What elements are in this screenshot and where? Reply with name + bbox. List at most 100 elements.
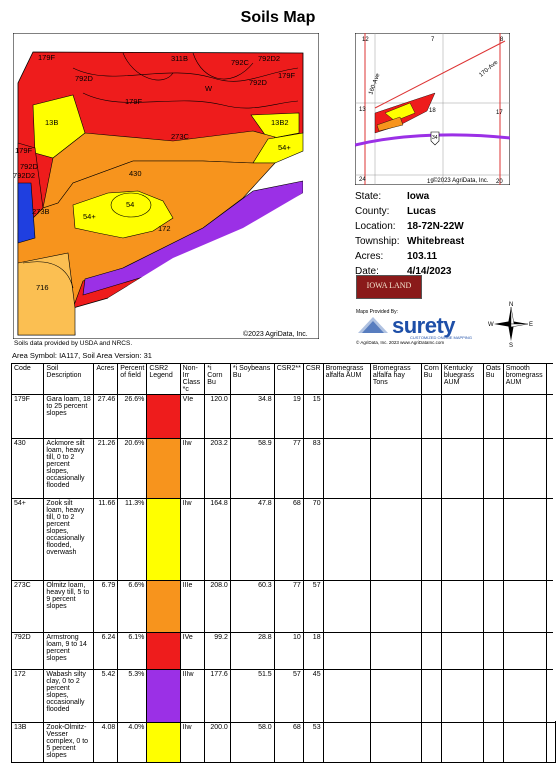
map-label-430: 430 — [129, 169, 142, 178]
col-header: Smooth bromegrass AUM — [502, 363, 547, 395]
cell-csr: 83 — [302, 438, 324, 499]
cell-acres: 4.08 — [93, 722, 119, 763]
cell-empty — [369, 438, 422, 499]
cell-csr2: 68 — [273, 498, 304, 581]
info-label: State: — [355, 191, 382, 202]
soil-zone-54plus-right — [252, 132, 304, 164]
cell-empty — [502, 498, 547, 581]
info-value: Lucas — [407, 206, 436, 217]
loc-label-24: 24 — [359, 177, 366, 183]
cell-empty — [420, 669, 442, 723]
cell-empty — [440, 498, 484, 581]
cell-empty — [482, 580, 504, 633]
page-title: Soils Map — [240, 9, 316, 26]
map-label-792d-b: 792D — [249, 78, 268, 87]
cell-empty — [440, 394, 484, 439]
col-header: Bromegrass alfalfa hay Tons — [369, 363, 422, 395]
map-label-792d2: 792D2 — [258, 54, 280, 63]
cell-empty — [369, 632, 422, 670]
table-row: 430 Ackmore silt loam, heavy till, 0 to 2… — [10, 438, 556, 499]
highway-shield-icon — [430, 131, 440, 146]
cell-swatch — [146, 438, 181, 499]
col-header: *i Soybeans Bu — [229, 363, 275, 395]
cell-empty — [502, 632, 547, 670]
cell-empty — [369, 498, 422, 581]
cell-desc: Zook-Olmitz-Vesser complex, 0 to 5 perce… — [43, 722, 95, 763]
info-label: Acres: — [355, 251, 384, 262]
info-value: 4/14/2023 — [407, 266, 452, 277]
loc-label-12: 12 — [362, 37, 369, 43]
cell-corn: 120.0 — [204, 394, 231, 439]
map-label-792d2-b: 792D2 — [13, 171, 35, 180]
cell-desc: Gara loam, 18 to 25 percent slopes — [43, 394, 95, 439]
map-label-311b: 311B — [171, 54, 188, 63]
cell-empty — [545, 722, 556, 763]
cell-cls: IIw — [179, 722, 206, 763]
soils-map[interactable]: 179F 792D 179F 311B 792C W 792D 179F 792… — [13, 33, 319, 339]
cell-csr: 15 — [302, 394, 324, 439]
table-row: 792D Armstrong loam, 9 to 14 percent slop… — [10, 632, 556, 670]
info-label: Date: — [355, 266, 379, 277]
table-row: 273C Olmitz loam, heavy till, 5 to 9 perc… — [10, 580, 556, 633]
loc-label-19: 19 — [427, 179, 434, 185]
cell-pct: 6.1% — [117, 632, 148, 670]
map-label-716: 716 — [36, 283, 49, 292]
cell-empty — [482, 632, 504, 670]
cell-corn: 99.2 — [204, 632, 231, 670]
col-header: CSR2 Legend — [146, 363, 181, 395]
location-map[interactable]: 12 7 8 13 18 17 24 19 20 160-Ave 170-Ave… — [355, 33, 510, 185]
col-header: CSR2** — [273, 363, 304, 395]
cell-swatch — [146, 669, 181, 723]
cell-corn: 164.8 — [204, 498, 231, 581]
cell-empty — [322, 438, 371, 499]
cell-empty — [440, 438, 484, 499]
loc-label-8: 8 — [500, 37, 504, 43]
compass-w: W — [488, 322, 494, 328]
cell-soy: 28.8 — [229, 632, 275, 670]
cell-code: 179F — [10, 394, 45, 439]
cell-csr2: 10 — [273, 632, 304, 670]
cell-desc: Ackmore silt loam, heavy till, 0 to 2 pe… — [43, 438, 95, 499]
surety-logo: surety — [392, 313, 456, 338]
col-header: CSR — [302, 363, 324, 395]
table-header-row: Code Soil Description Acres Percent of f… — [10, 363, 556, 395]
info-value: 18-72N-22W — [407, 221, 464, 232]
cell-desc: Armstrong loam, 9 to 14 percent slopes — [43, 632, 95, 670]
col-header: *i Corn Bu — [204, 363, 231, 395]
cell-empty — [420, 632, 442, 670]
info-label: Location: — [355, 221, 396, 232]
cell-empty — [502, 722, 547, 763]
loc-label-17: 17 — [496, 110, 503, 116]
cell-empty — [482, 498, 504, 581]
col-header: Oats Bu — [482, 363, 504, 395]
cell-csr2: 19 — [273, 394, 304, 439]
cell-acres: 21.26 — [93, 438, 119, 499]
map-label-179f-d: 179F — [15, 146, 33, 155]
loc-map-copyright: ©2023 AgriData, Inc. — [433, 177, 489, 184]
cell-cls: IIw — [179, 438, 206, 499]
cell-corn: 208.0 — [204, 580, 231, 633]
cell-soy: 58.9 — [229, 438, 275, 499]
col-header: Acres — [93, 363, 119, 395]
info-value: Whitebreast — [407, 236, 465, 247]
cell-csr2: 57 — [273, 669, 304, 723]
surety-emblem-icon — [356, 315, 390, 337]
map-label-54: 54 — [126, 200, 134, 209]
map-label-179f-c: 179F — [278, 71, 296, 80]
cell-csr: 70 — [302, 498, 324, 581]
cell-empty — [482, 438, 504, 499]
map-label-273c: 273C — [171, 132, 190, 141]
cell-empty — [322, 394, 371, 439]
cell-swatch — [146, 722, 181, 763]
cell-empty — [420, 438, 442, 499]
soil-zone-water — [17, 182, 36, 244]
info-label: Township: — [355, 236, 400, 247]
cell-acres: 11.66 — [93, 498, 119, 581]
cell-cls: IIIw — [179, 669, 206, 723]
cell-empty — [420, 394, 442, 439]
col-header: Kentucky bluegrass AUM — [440, 363, 484, 395]
cell-empty — [502, 394, 547, 439]
cell-csr: 53 — [302, 722, 324, 763]
cell-desc: Olmitz loam, heavy till, 5 to 9 percent … — [43, 580, 95, 633]
cell-empty — [420, 580, 442, 633]
